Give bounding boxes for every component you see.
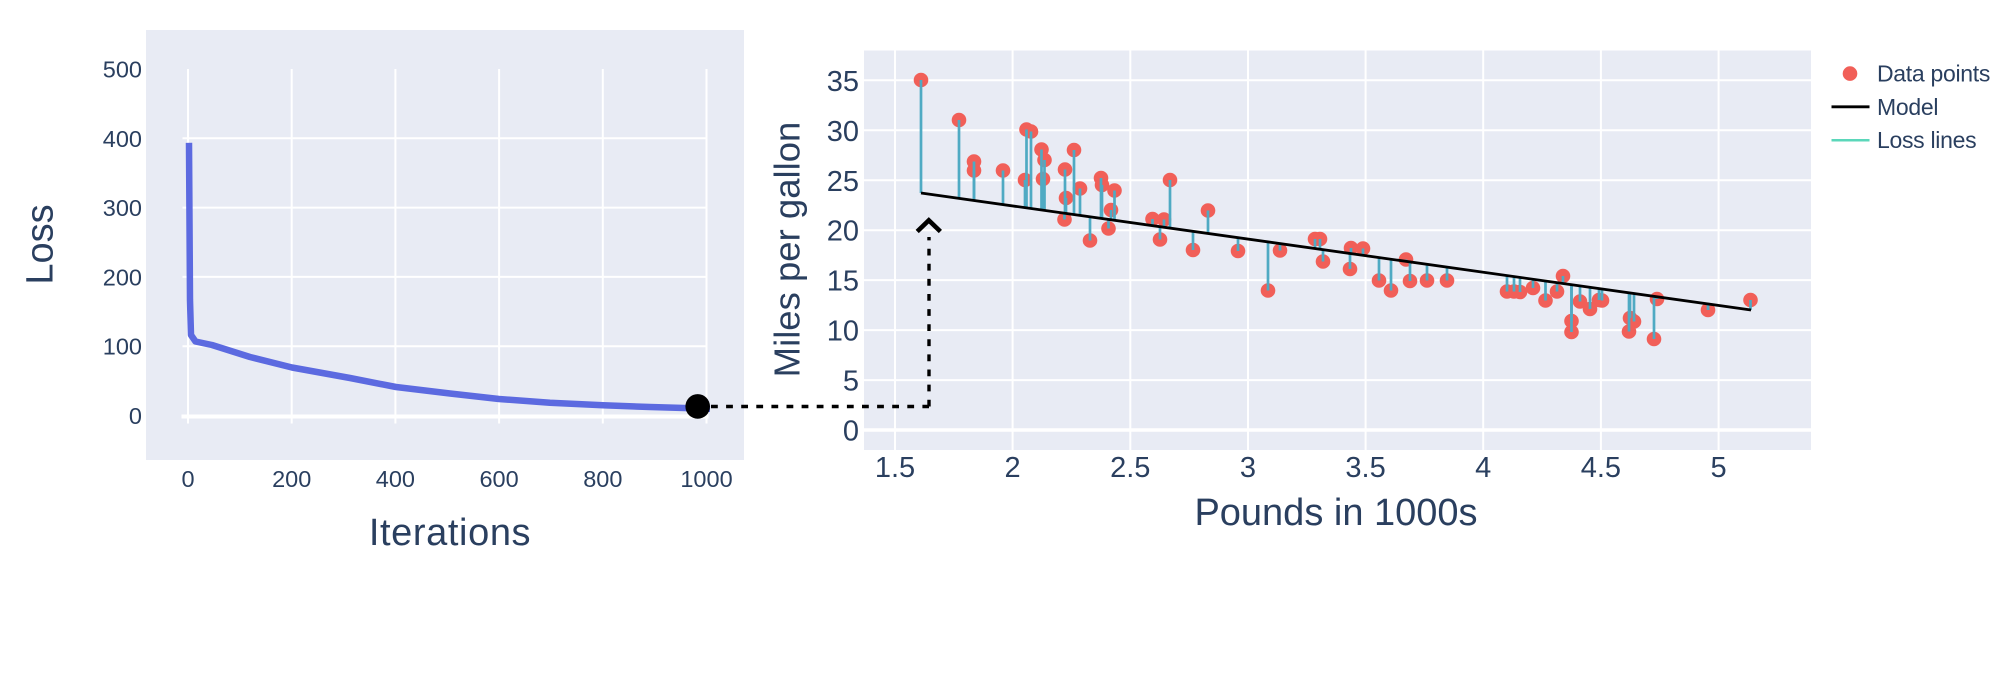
svg-text:25: 25 — [827, 166, 859, 198]
svg-text:30: 30 — [827, 116, 859, 148]
svg-text:1.5: 1.5 — [875, 452, 915, 484]
svg-text:Data points: Data points — [1877, 61, 1990, 87]
svg-text:200: 200 — [272, 466, 311, 492]
svg-text:0: 0 — [843, 416, 859, 448]
svg-text:3.5: 3.5 — [1345, 452, 1385, 484]
svg-text:2: 2 — [1005, 452, 1021, 484]
svg-text:Model: Model — [1877, 94, 1938, 120]
svg-text:Pounds in 1000s: Pounds in 1000s — [1194, 492, 1477, 534]
svg-text:0: 0 — [181, 466, 194, 492]
svg-text:4.5: 4.5 — [1581, 452, 1621, 484]
svg-text:20: 20 — [827, 216, 859, 248]
svg-text:800: 800 — [583, 466, 622, 492]
svg-text:3: 3 — [1240, 452, 1256, 484]
svg-text:15: 15 — [827, 266, 859, 298]
svg-text:600: 600 — [479, 466, 518, 492]
svg-text:Loss lines: Loss lines — [1877, 127, 1976, 153]
svg-text:2.5: 2.5 — [1110, 452, 1150, 484]
svg-text:1000: 1000 — [680, 466, 732, 492]
svg-text:500: 500 — [103, 57, 142, 83]
svg-text:200: 200 — [103, 264, 142, 290]
svg-text:400: 400 — [103, 126, 142, 152]
svg-text:Loss: Loss — [20, 204, 62, 284]
svg-text:35: 35 — [827, 66, 859, 98]
svg-text:0: 0 — [129, 403, 142, 429]
svg-text:4: 4 — [1475, 452, 1491, 484]
svg-text:10: 10 — [827, 316, 859, 348]
svg-text:5: 5 — [1711, 452, 1727, 484]
svg-text:300: 300 — [103, 195, 142, 221]
svg-text:100: 100 — [103, 334, 142, 360]
svg-text:Miles per gallon: Miles per gallon — [767, 122, 808, 378]
svg-text:Iterations: Iterations — [369, 512, 531, 554]
svg-text:400: 400 — [376, 466, 415, 492]
svg-text:5: 5 — [843, 366, 859, 398]
